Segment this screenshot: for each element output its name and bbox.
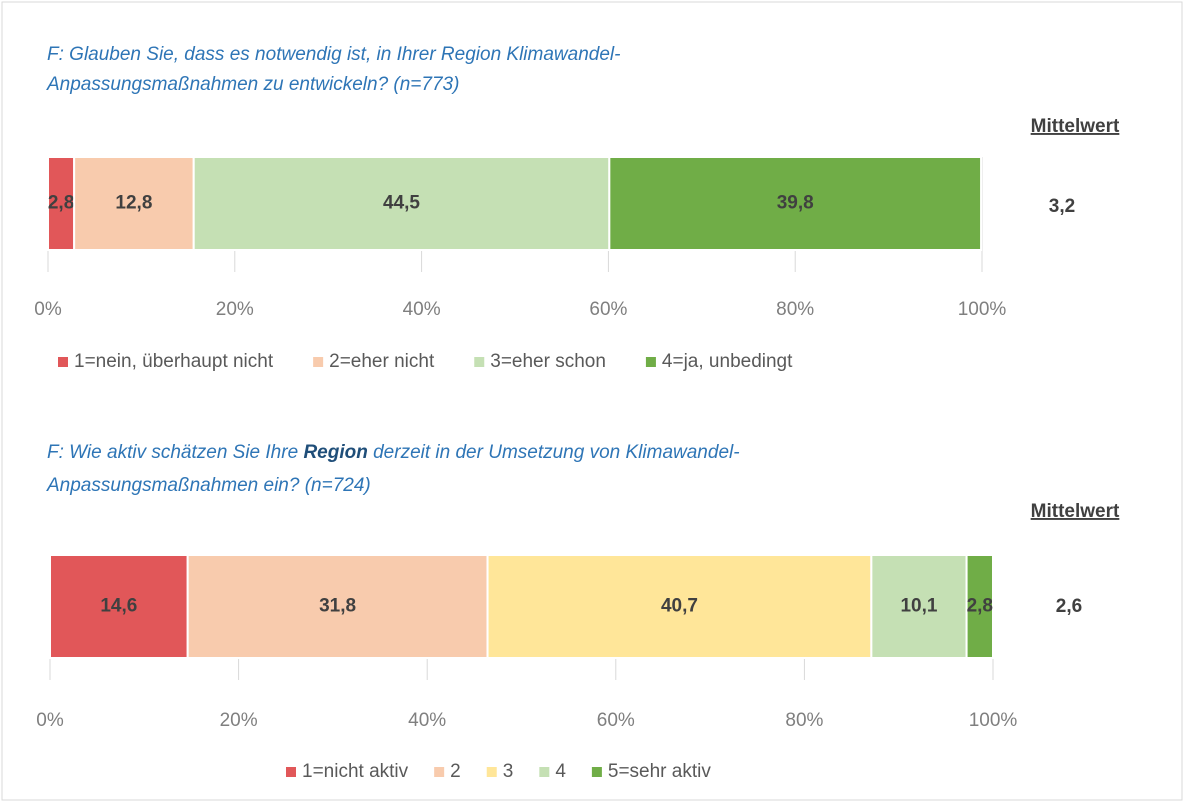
x-tick-label: 0% — [34, 299, 62, 320]
bar-segment — [486, 554, 873, 659]
legend-swatch — [486, 767, 497, 777]
data-label: 44,5 — [383, 193, 420, 214]
x-tick-label: 80% — [776, 299, 814, 320]
title-run: F: Wie aktiv schätzen Sie Ihre — [47, 442, 303, 463]
legend-swatch — [58, 357, 68, 367]
legend-swatch — [539, 767, 550, 777]
bar-segment — [608, 156, 983, 251]
data-label: 10,1 — [900, 596, 937, 617]
x-tick-label: 40% — [408, 710, 446, 731]
legend-swatch — [645, 357, 656, 367]
bar-segment — [47, 156, 76, 251]
chart-title: F: Glauben Sie, dass es notwendig ist, i… — [47, 44, 620, 65]
data-label: 2,8 — [48, 193, 74, 214]
mean-header: Mittelwert — [1031, 501, 1120, 522]
legend-label: 4=ja, unbedingt — [662, 351, 793, 372]
bar-segment — [49, 554, 189, 659]
x-tick-label: 60% — [589, 299, 627, 320]
x-tick-label: 60% — [597, 710, 635, 731]
x-tick-label: 20% — [220, 710, 258, 731]
mean-value: 2,6 — [1056, 596, 1082, 617]
x-tick-label: 20% — [216, 299, 254, 320]
chart-title: F: Wie aktiv schätzen Sie Ihre Region de… — [47, 442, 740, 463]
data-label: 14,6 — [100, 596, 137, 617]
legend-label: 3=eher schon — [490, 351, 606, 372]
legend-swatch — [591, 767, 602, 777]
x-tick-label: 0% — [36, 710, 64, 731]
x-tick-label: 40% — [403, 299, 441, 320]
legend-label: 2 — [450, 761, 461, 782]
mean-value: 3,2 — [1049, 196, 1075, 217]
legend-swatch — [286, 767, 296, 777]
mean-header: Mittelwert — [1031, 116, 1120, 137]
x-tick-label: 100% — [969, 710, 1018, 731]
legend-label: 1=nein, überhaupt nicht — [74, 351, 274, 372]
chart-title: Anpassungsmaßnahmen ein? (n=724) — [46, 475, 371, 496]
legend-label: 2=eher nicht — [329, 351, 435, 372]
legend-swatch — [313, 357, 324, 367]
legend-label: 3 — [503, 761, 514, 782]
legend-label: 1=nicht aktiv — [302, 761, 409, 782]
legend-swatch — [434, 767, 445, 777]
chart-title: Anpassungsmaßnahmen zu entwickeln? (n=77… — [46, 74, 459, 95]
x-tick-label: 100% — [958, 299, 1007, 320]
data-label: 39,8 — [777, 193, 814, 214]
x-tick-label: 80% — [785, 710, 823, 731]
data-label: 31,8 — [319, 596, 356, 617]
bar-segment — [965, 554, 995, 659]
legend-swatch — [474, 357, 485, 367]
data-label: 2,8 — [967, 596, 993, 617]
title-run: Region — [303, 442, 367, 463]
legend-label: 4 — [555, 761, 566, 782]
legend-label: 5=sehr aktiv — [608, 761, 711, 782]
data-label: 12,8 — [115, 193, 152, 214]
bar-segment — [186, 554, 489, 659]
title-run: derzeit in der Umsetzung von Klimawandel… — [368, 442, 740, 463]
data-label: 40,7 — [661, 596, 698, 617]
